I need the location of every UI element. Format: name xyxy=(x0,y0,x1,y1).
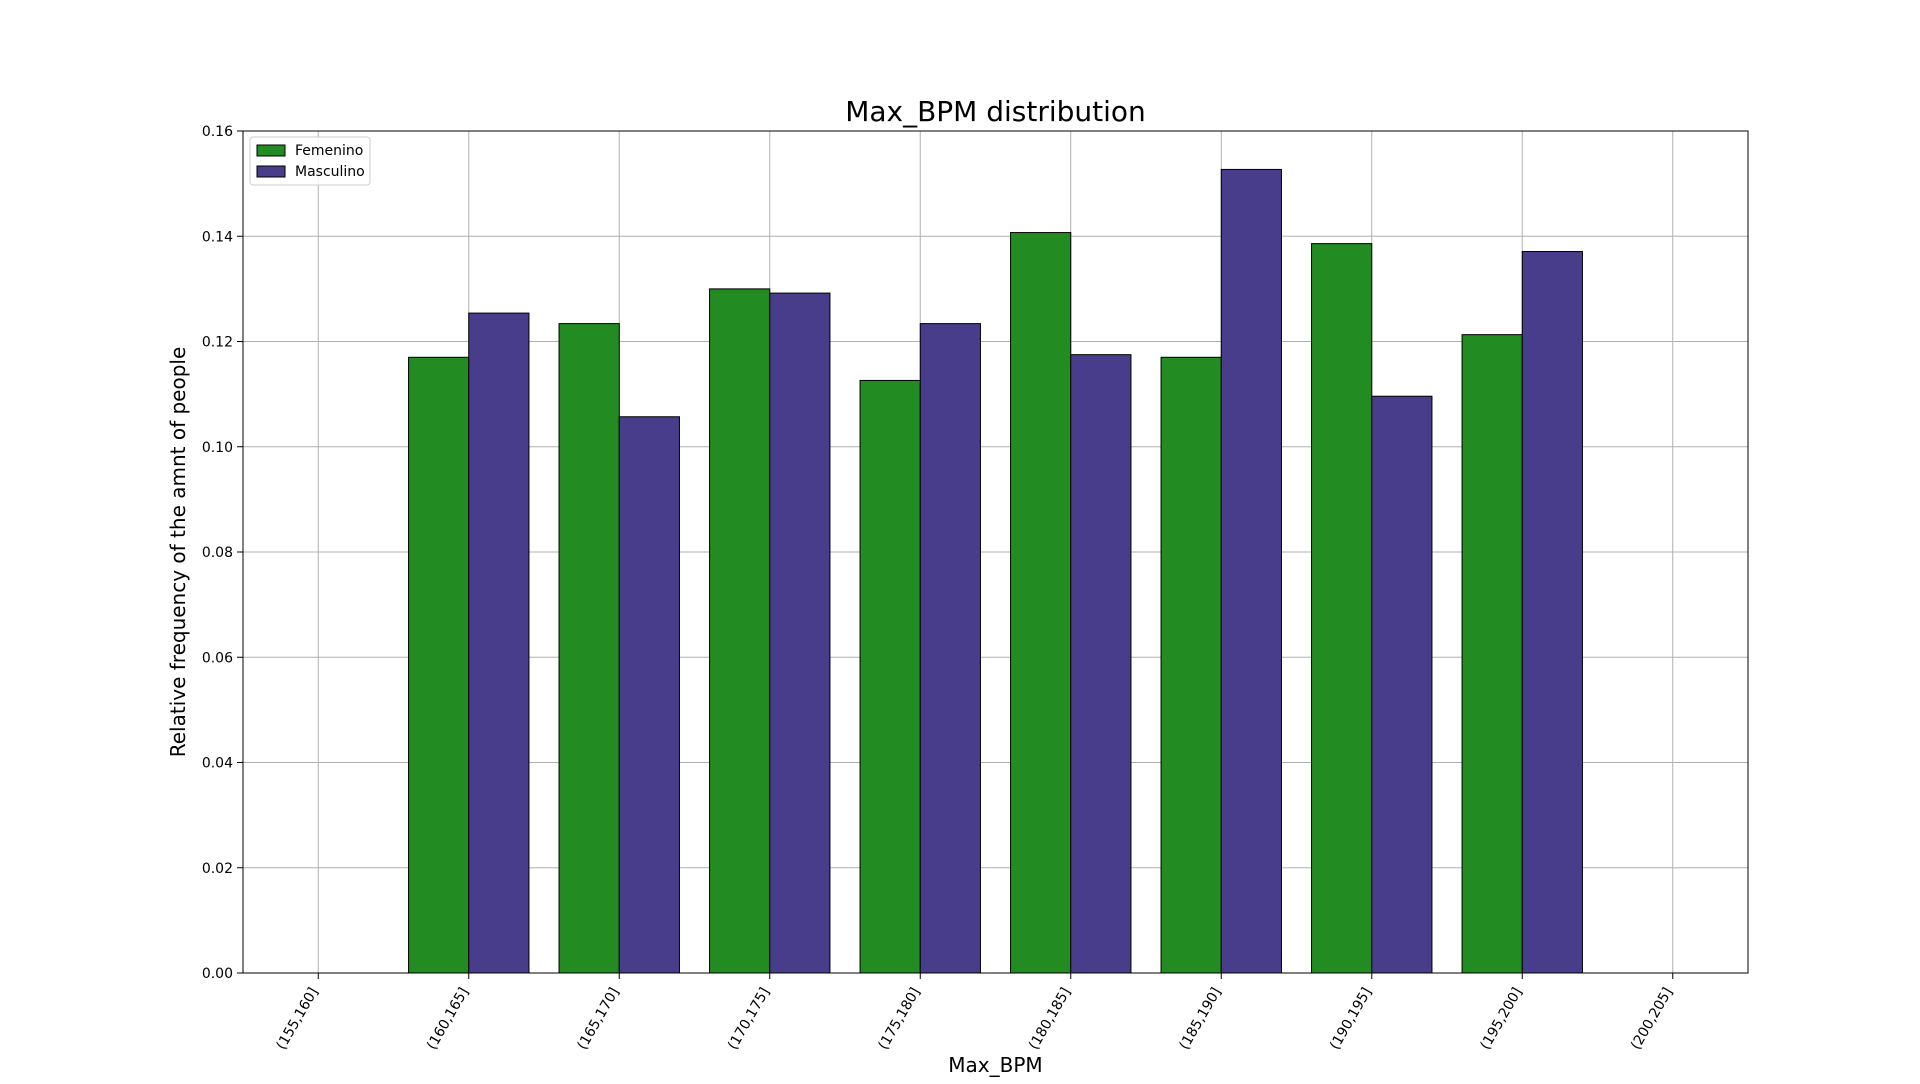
bar-femenino xyxy=(1311,243,1373,974)
y-tick-label: 0.14 xyxy=(202,229,233,245)
bar-femenino xyxy=(1160,356,1222,974)
x-tick-label: (185,190] xyxy=(1176,985,1224,1053)
bar-masculino xyxy=(1220,168,1282,974)
x-tick-label: (165,170] xyxy=(574,985,622,1053)
y-tick-label: 0.04 xyxy=(202,756,233,772)
y-axis-label: Relative frequency of the amnt of people xyxy=(166,347,190,758)
x-tick-label: (160,165] xyxy=(424,985,472,1053)
bar-masculino xyxy=(919,323,981,974)
y-tick-label: 0.10 xyxy=(202,440,233,456)
y-tick-label: 0.08 xyxy=(202,545,233,561)
x-tick-label: (200,205] xyxy=(1628,985,1676,1053)
legend-swatch-masculino xyxy=(256,165,286,178)
legend-label-femenino: Femenino xyxy=(295,143,363,159)
y-tick-label: 0.12 xyxy=(202,335,233,351)
bar-masculino xyxy=(1070,354,1132,974)
x-tick-label: (190,195] xyxy=(1327,985,1375,1053)
chart-title: Max_BPM distribution xyxy=(845,95,1146,128)
legend-label-masculino: Masculino xyxy=(295,164,365,180)
bar-masculino xyxy=(618,416,680,974)
bar-masculino xyxy=(468,312,530,974)
x-tick-label: (155,160] xyxy=(273,985,321,1053)
x-tick-label: (170,175] xyxy=(725,985,773,1053)
bars-layer xyxy=(408,168,1583,974)
bar-femenino xyxy=(1010,232,1072,974)
x-axis: (155,160] (160,165] (165,170] (170,175] (175… xyxy=(273,973,1676,1053)
bar-femenino xyxy=(859,379,921,974)
bar-masculino xyxy=(1371,395,1433,974)
legend-swatch-femenino xyxy=(256,144,286,157)
y-tick-label: 0.16 xyxy=(202,124,233,140)
y-tick-label: 0.06 xyxy=(202,650,233,666)
bar-femenino xyxy=(558,323,620,974)
y-tick-label: 0.02 xyxy=(202,861,233,877)
x-tick-label: (175,180] xyxy=(875,985,923,1053)
x-axis-label: Max_BPM xyxy=(948,1053,1042,1077)
bar-masculino xyxy=(769,292,831,974)
x-tick-label: (180,185] xyxy=(1026,985,1074,1053)
bar-masculino xyxy=(1521,251,1583,974)
x-tick-label: (195,200] xyxy=(1477,985,1525,1053)
bar-femenino xyxy=(408,356,470,974)
legend: Femenino Masculino xyxy=(249,136,371,186)
y-tick-label: 0.00 xyxy=(202,966,233,982)
bar-femenino xyxy=(709,288,771,974)
bar-femenino xyxy=(1461,334,1523,974)
y-axis: 0.00 0.02 0.04 0.06 0.08 0.10 0.12 0.14 0.16 xyxy=(202,124,243,982)
